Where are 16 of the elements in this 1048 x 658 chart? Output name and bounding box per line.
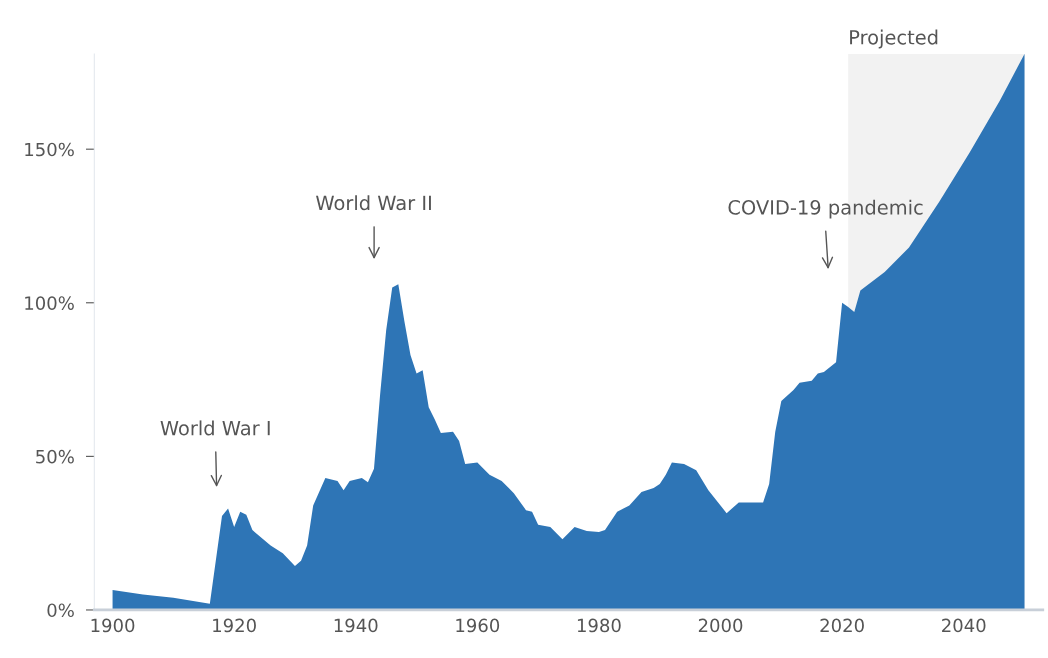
x-tick-label: 1940 xyxy=(334,618,378,633)
annotation: World War II xyxy=(316,195,431,211)
x-tick-label: 2000 xyxy=(698,618,743,633)
x-tick-label: 2040 xyxy=(942,618,986,633)
y-tick-label: 50% xyxy=(36,449,74,464)
x-tick-label: 1960 xyxy=(456,618,500,633)
y-tick-label: 150% xyxy=(25,142,74,157)
annotation: COVID-19 pandemic xyxy=(728,199,923,219)
y-tick-label: 100% xyxy=(25,296,74,310)
y-tick-label: 0% xyxy=(47,603,74,618)
annotation: World War I xyxy=(160,420,270,436)
x-tick-label: 1900 xyxy=(91,618,135,633)
x-tick-label: 1980 xyxy=(577,618,621,633)
x-tick-label: 1920 xyxy=(213,618,256,633)
x-tick-label: 2020 xyxy=(820,618,864,633)
band-label: Projected xyxy=(850,29,938,49)
